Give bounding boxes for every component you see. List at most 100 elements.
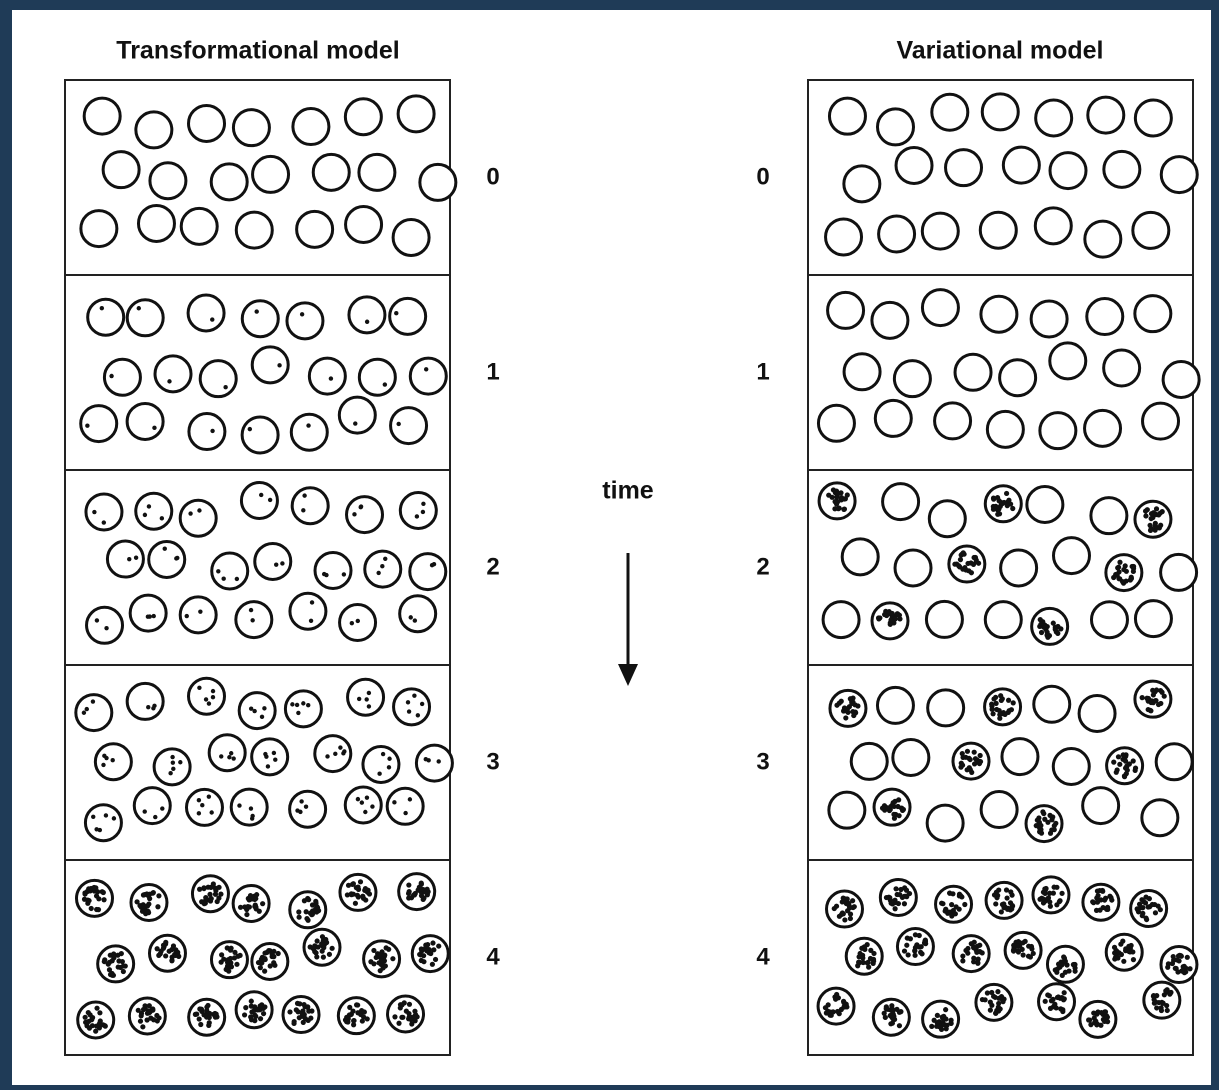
cell [134,788,170,824]
cell [1133,212,1169,248]
cell-dot [300,312,304,316]
cell-texture [897,1023,902,1028]
cell-texture [344,1015,349,1020]
cell-texture [837,1011,842,1016]
cell-texture [163,953,168,958]
step-label: 1 [486,358,499,385]
cell-texture [862,944,867,949]
cell [138,205,174,241]
cell-texture [145,1011,150,1016]
cell [339,397,375,433]
cell-texture [929,1024,934,1029]
cell [136,493,172,529]
cell [1091,602,1127,638]
cell-texture [906,952,911,957]
cell-dot [424,757,428,761]
cell-texture [1116,754,1121,759]
cell-texture [86,1019,91,1024]
cell-texture [833,997,838,1002]
cell-texture [1116,576,1121,581]
cell-texture [139,1013,144,1018]
cell-texture [950,891,955,896]
cell-texture [1123,578,1128,583]
cell-dot [356,797,360,801]
cell [929,501,965,537]
cell [391,408,427,444]
cell-texture [993,901,998,906]
cell [348,679,384,715]
cell [231,789,267,825]
cell-texture [1001,901,1006,906]
cell-texture [1006,698,1011,703]
cell-dot [198,609,202,613]
cell-dot [101,763,105,767]
cell-texture [1010,506,1015,511]
cell-dot [333,752,337,756]
cell [209,735,245,771]
cell-texture [147,896,152,901]
cell-texture [1047,899,1052,904]
cell [1053,749,1089,785]
cell [883,484,919,520]
cell-texture [262,956,267,961]
time-label: time [602,477,654,505]
cell-dot [235,577,239,581]
cell-dot [252,709,256,713]
cell-texture [897,892,902,897]
cell-texture [883,1015,888,1020]
cell-texture [154,1013,159,1018]
cell-dot [383,382,387,386]
cell-texture [1038,617,1043,622]
cell-texture [891,812,896,817]
figure-frame: Transformational model Variational model… [12,10,1211,1085]
cell [400,596,436,632]
cell-texture [1131,957,1136,962]
cell-texture [315,938,320,943]
cell [829,98,865,134]
cell-texture [1095,1022,1100,1027]
cell [1027,487,1063,523]
cell [242,417,278,453]
cell-dot [396,422,400,426]
cell-texture [1058,626,1063,631]
cell-texture [1185,955,1190,960]
cell-texture [905,935,910,940]
cell-texture [994,701,999,706]
cell-dot [112,816,116,820]
cell-dot [209,810,213,814]
cell [1000,360,1036,396]
step-label: 4 [486,943,500,970]
cell [1161,157,1197,193]
cell-texture [1034,823,1039,828]
cell [1034,686,1070,722]
cell-texture [312,949,317,954]
cell-texture [969,770,974,775]
cell-texture [159,949,164,954]
cell [879,216,915,252]
cell [189,678,225,714]
cell-texture [904,943,909,948]
cell [345,99,381,135]
cell-texture [913,932,918,937]
cell-texture [82,891,87,896]
cell-dot [421,502,425,506]
cell-texture [1021,952,1026,957]
cell-texture [1057,899,1062,904]
cell [394,689,430,725]
cell-texture [1109,897,1114,902]
cell-texture [243,1005,248,1010]
cell [127,300,163,336]
cell-texture [355,1010,360,1015]
cell-dot [310,600,314,604]
cell-texture [382,952,387,957]
cell-texture [1059,891,1064,896]
cell-texture [396,1021,401,1026]
cell-texture [1043,886,1048,891]
cell-texture [1160,1001,1165,1006]
cell-texture [935,1013,940,1018]
cell-dot [381,752,385,756]
cell-texture [940,901,945,906]
cell-texture [163,940,168,945]
cell [189,105,225,141]
cell-texture [961,550,966,555]
